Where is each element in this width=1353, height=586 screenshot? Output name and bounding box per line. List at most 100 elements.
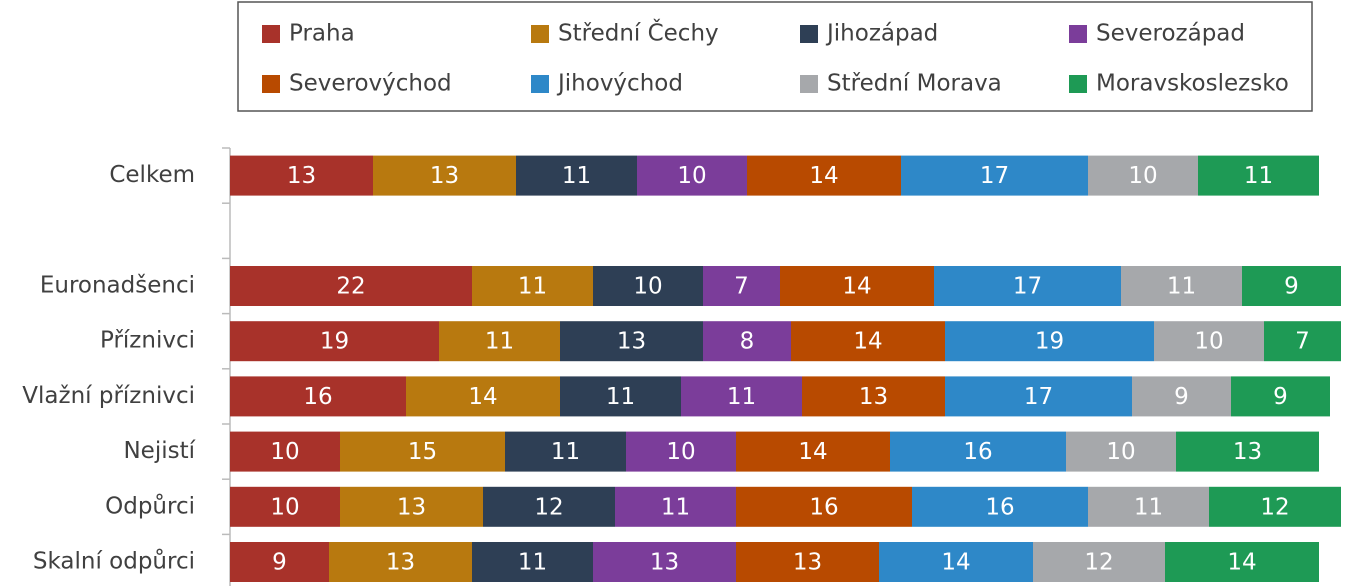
data-label: 17 bbox=[980, 163, 1009, 189]
data-label: 11 bbox=[727, 384, 756, 410]
bar-segment bbox=[615, 486, 736, 527]
data-label: 11 bbox=[485, 329, 514, 355]
data-label: 13 bbox=[287, 163, 316, 189]
bar-segment bbox=[945, 321, 1154, 362]
bar-segment bbox=[1231, 376, 1330, 417]
bar-segment bbox=[1165, 542, 1319, 582]
bar-segment bbox=[626, 431, 736, 472]
data-label: 10 bbox=[633, 274, 662, 300]
data-label: 13 bbox=[397, 494, 426, 520]
legend-label: Střední Čechy bbox=[558, 19, 719, 47]
legend-box bbox=[237, 1, 1313, 112]
legend-label: Moravskoslezsko bbox=[1096, 71, 1289, 97]
bar-segment bbox=[703, 321, 791, 362]
category-label: Nejistí bbox=[123, 438, 195, 464]
bar-segment bbox=[340, 431, 505, 472]
data-label: 14 bbox=[1227, 550, 1256, 576]
bar-segment bbox=[230, 321, 439, 362]
data-label: 16 bbox=[303, 384, 332, 410]
data-label: 11 bbox=[518, 274, 547, 300]
legend-label: Severovýchod bbox=[289, 71, 452, 97]
data-label: 9 bbox=[272, 550, 287, 576]
data-label: 9 bbox=[1174, 384, 1189, 410]
bar-segment bbox=[879, 542, 1033, 582]
data-label: 12 bbox=[1260, 494, 1289, 520]
data-label: 10 bbox=[677, 163, 706, 189]
data-label: 11 bbox=[551, 439, 580, 465]
bar-segment bbox=[1198, 155, 1319, 196]
legend-swatch bbox=[262, 75, 280, 93]
bar-segment bbox=[1132, 376, 1231, 417]
bar-segment bbox=[747, 155, 901, 196]
data-label: 16 bbox=[963, 439, 992, 465]
data-label: 17 bbox=[1013, 274, 1042, 300]
legend-label: Praha bbox=[289, 21, 355, 47]
data-label: 13 bbox=[617, 329, 646, 355]
category-label: Euronadšenci bbox=[40, 273, 195, 299]
bar-segment bbox=[780, 266, 934, 306]
bar-segment bbox=[505, 431, 626, 472]
data-label: 14 bbox=[468, 384, 497, 410]
data-label: 12 bbox=[1084, 550, 1113, 576]
bar-segment bbox=[1088, 486, 1209, 527]
data-label: 17 bbox=[1024, 384, 1053, 410]
bar-segment bbox=[230, 542, 329, 582]
data-label: 11 bbox=[518, 550, 547, 576]
bar-segment bbox=[1264, 321, 1341, 362]
data-label: 12 bbox=[534, 494, 563, 520]
data-label: 10 bbox=[270, 494, 299, 520]
legend-label: Střední Morava bbox=[827, 71, 1002, 97]
bar-segment bbox=[439, 321, 560, 362]
category-label: Celkem bbox=[109, 162, 195, 188]
data-label: 15 bbox=[408, 439, 437, 465]
category-label: Příznivci bbox=[100, 328, 195, 354]
legend-label: Jihovýchod bbox=[556, 71, 683, 97]
bar-segment bbox=[1176, 431, 1319, 472]
data-label: 8 bbox=[740, 329, 755, 355]
data-label: 14 bbox=[941, 550, 970, 576]
data-label: 10 bbox=[666, 439, 695, 465]
data-label: 22 bbox=[336, 274, 365, 300]
bar-segment bbox=[373, 155, 516, 196]
legend-label: Severozápad bbox=[1096, 21, 1245, 47]
data-label: 14 bbox=[809, 163, 838, 189]
data-label: 11 bbox=[562, 163, 591, 189]
bar-segment bbox=[736, 542, 879, 582]
bar-segment bbox=[703, 266, 780, 306]
bar-segment bbox=[230, 376, 406, 417]
bar-segment bbox=[483, 486, 615, 527]
category-label: Vlažní příznivci bbox=[22, 383, 195, 409]
bar-segment bbox=[593, 266, 703, 306]
data-label: 13 bbox=[386, 550, 415, 576]
bar-segment bbox=[230, 486, 340, 527]
legend-label: Jihozápad bbox=[825, 21, 938, 47]
data-label: 10 bbox=[1106, 439, 1135, 465]
data-label: 10 bbox=[1128, 163, 1157, 189]
bar-segment bbox=[736, 486, 912, 527]
data-label: 11 bbox=[1134, 494, 1163, 520]
data-label: 7 bbox=[734, 274, 749, 300]
bar-segment bbox=[593, 542, 736, 582]
bar-segment bbox=[1066, 431, 1176, 472]
legend-swatch bbox=[531, 75, 549, 93]
bar-segment bbox=[230, 155, 373, 196]
legend-swatch bbox=[262, 25, 280, 43]
data-label: 13 bbox=[793, 550, 822, 576]
bar-segment bbox=[1242, 266, 1341, 306]
bar-segment bbox=[901, 155, 1088, 196]
data-label: 14 bbox=[842, 274, 871, 300]
bar-segment bbox=[934, 266, 1121, 306]
bar-segment bbox=[230, 266, 472, 306]
data-label: 14 bbox=[798, 439, 827, 465]
data-label: 16 bbox=[985, 494, 1014, 520]
bar-segment bbox=[945, 376, 1132, 417]
bar-segment bbox=[1033, 542, 1165, 582]
category-label: Odpůrci bbox=[105, 492, 195, 519]
legend-swatch bbox=[531, 25, 549, 43]
legend-swatch bbox=[1069, 75, 1087, 93]
bar-segment bbox=[560, 321, 703, 362]
bar-segment bbox=[1209, 486, 1341, 527]
data-label: 9 bbox=[1284, 274, 1299, 300]
data-label: 9 bbox=[1273, 384, 1288, 410]
